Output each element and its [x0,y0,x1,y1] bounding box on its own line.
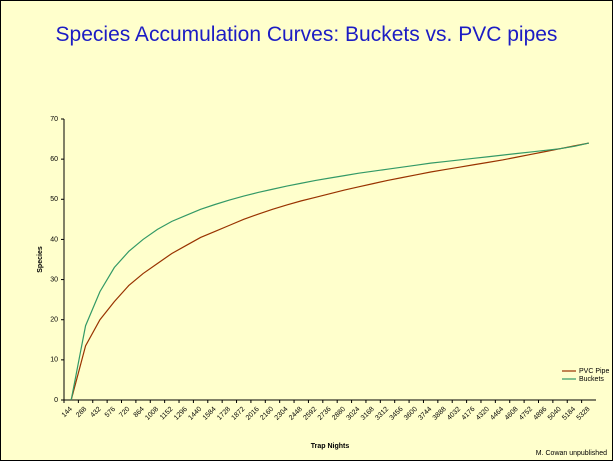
y-tick-label: 20 [50,317,58,324]
x-tick-label: 720 [118,406,131,419]
x-tick-label: 2016 [245,406,261,422]
x-tick-label: 1296 [173,406,189,422]
x-tick-label: 1008 [144,406,160,422]
y-tick-label: 30 [50,276,58,283]
x-tick-label: 5328 [576,406,592,422]
x-tick-label: 4320 [475,406,491,422]
y-tick-label: 70 [50,116,58,123]
x-tick-label: 4752 [518,406,534,422]
x-tick-label: 3168 [360,406,376,422]
x-tick-label: 432 [89,406,102,419]
annotation: M. Cowan unpublished [536,450,607,457]
legend-label: Buckets [579,376,604,383]
x-tick-label: 1440 [187,406,203,422]
x-axis-label: Trap Nights [311,443,350,450]
x-tick-label: 1152 [159,406,175,422]
x-tick-label: 2448 [288,406,304,422]
y-tick-label: 10 [50,357,58,364]
y-tick-label: 60 [50,156,58,163]
x-tick-label: 4896 [532,406,548,422]
x-tick-label: 144 [61,406,74,419]
x-tick-label: 2592 [302,406,318,422]
chart-title: Species Accumulation Curves: Buckets vs.… [55,23,558,46]
x-tick-label: 288 [75,406,88,419]
x-tick-label: 3312 [374,406,390,422]
y-tick-label: 0 [54,397,58,404]
x-tick-label: 3744 [417,406,433,422]
x-tick-label: 3024 [346,406,362,422]
x-tick-label: 2736 [317,406,333,422]
x-tick-label: 2304 [274,406,290,422]
x-tick-label: 1728 [216,406,232,422]
x-tick-label: 2880 [331,406,347,422]
series-line [70,142,589,401]
legend-label: PVC Pipe [579,368,609,375]
series-line [70,142,589,401]
y-tick-label: 40 [50,236,58,243]
x-tick-label: 4608 [504,406,520,422]
x-tick-label: 5040 [547,406,563,422]
x-tick-label: 4464 [489,406,505,422]
y-tick-label: 50 [50,196,58,203]
x-tick-label: 3888 [432,406,448,422]
x-tick-label: 3456 [389,406,405,422]
x-tick-label: 5184 [561,406,577,422]
y-axis-label: Species [37,246,44,273]
x-tick-label: 1872 [230,406,246,422]
x-tick-label: 2160 [259,406,275,422]
x-tick-label: 3600 [403,406,419,422]
x-tick-label: 1584 [202,406,218,422]
x-tick-label: 4176 [461,406,477,422]
x-tick-label: 576 [104,406,117,419]
x-tick-label: 4032 [446,406,462,422]
